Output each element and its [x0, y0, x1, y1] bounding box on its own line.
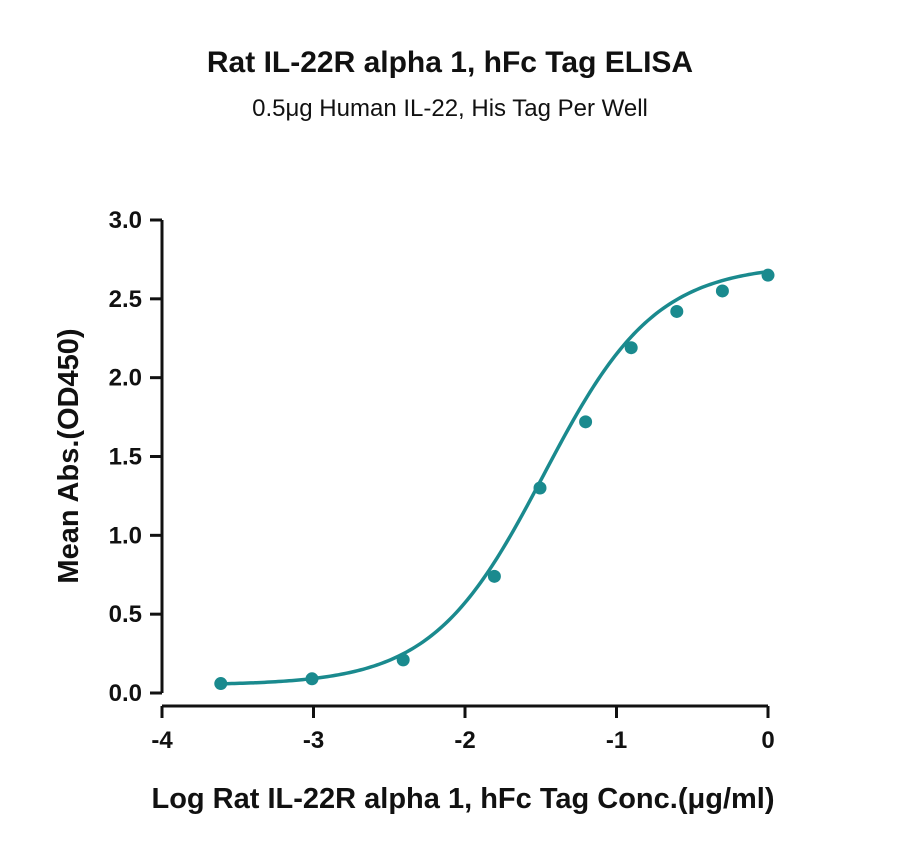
- y-tick-label: 3.0: [109, 207, 142, 234]
- data-point: [670, 304, 684, 318]
- y-axis-label: Mean Abs.(OD450): [53, 328, 85, 583]
- x-tick-label: -2: [454, 727, 475, 754]
- data-point: [305, 672, 319, 686]
- data-point: [487, 569, 501, 583]
- x-tick-label: 0: [761, 727, 774, 754]
- tick-labels: 0.0 0.5 1.0 1.5 2.0 2.5 3.0 -4 -3 -2 -1 0: [109, 207, 775, 754]
- axes: [150, 218, 770, 718]
- y-tick-label: 2.5: [109, 286, 142, 313]
- fit-curve-layer: [220, 269, 769, 686]
- y-tick-label: 1.5: [109, 444, 142, 471]
- x-tick-label: -3: [303, 727, 324, 754]
- y-tick-label: 1.0: [109, 522, 142, 549]
- x-tick-label: -1: [606, 727, 627, 754]
- fit-curve: [220, 269, 769, 686]
- data-point: [396, 653, 410, 667]
- data-point: [579, 415, 593, 429]
- data-point: [715, 284, 729, 298]
- data-point: [214, 677, 228, 691]
- y-tick-label: 0.0: [109, 680, 142, 707]
- data-point: [761, 268, 775, 282]
- y-tick-label: 0.5: [109, 601, 142, 628]
- data-point: [624, 341, 638, 355]
- x-tick-label: -4: [151, 727, 173, 754]
- y-tick-label: 2.0: [109, 365, 142, 392]
- chart-title: Rat IL-22R alpha 1, hFc Tag ELISA: [207, 46, 693, 79]
- data-point: [533, 481, 547, 495]
- chart-subtitle: 0.5μg Human IL-22, His Tag Per Well: [252, 95, 648, 122]
- x-axis-label: Log Rat IL-22R alpha 1, hFc Tag Conc.(μg…: [151, 783, 774, 815]
- data-points: [214, 268, 775, 691]
